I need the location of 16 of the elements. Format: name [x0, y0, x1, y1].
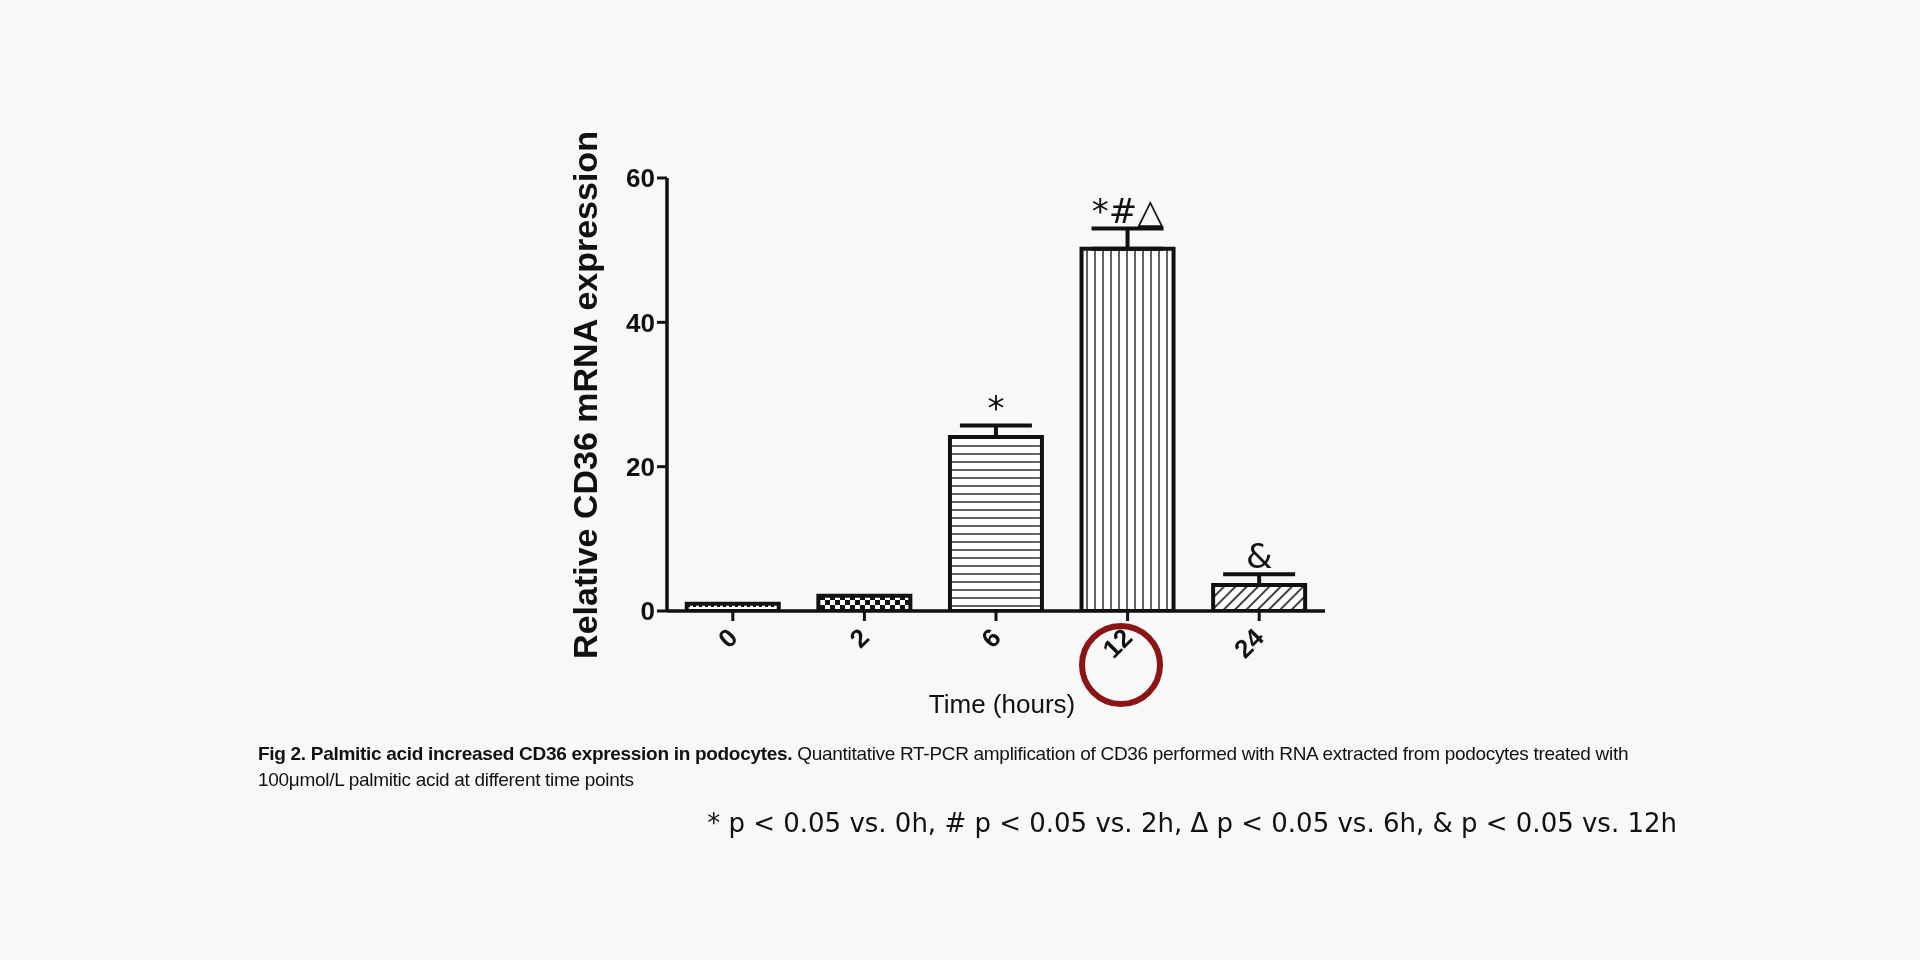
x-tick-label: 24	[1228, 622, 1271, 665]
x-tick-label: 12	[1096, 622, 1139, 665]
y-tick-label: 40	[626, 307, 655, 338]
annotation: *	[987, 387, 1005, 428]
annotation: *#△	[1091, 190, 1165, 231]
x-tick-label: 0	[711, 622, 744, 654]
x-tick-label: 2	[843, 622, 876, 654]
y-axis-title: Relative CD36 mRNA expression	[565, 131, 605, 659]
y-tick-label: 60	[626, 163, 655, 194]
y-tick-label: 0	[640, 596, 655, 627]
x-axis-title: Time (hours)	[928, 688, 1076, 720]
x-tick-label: 6	[975, 622, 1007, 654]
y-tick-label: 20	[626, 451, 655, 482]
text: Fig 2. Palmitic acid increased CD36 expression in podocytes.	[258, 743, 793, 764]
text: * p < 0.05 vs. 0h, # p < 0.05 vs. 2h, Δ p < 0.05 vs. 6h, & p < 0.05 vs. 12h	[707, 808, 1677, 838]
annotation: &	[1245, 536, 1273, 577]
